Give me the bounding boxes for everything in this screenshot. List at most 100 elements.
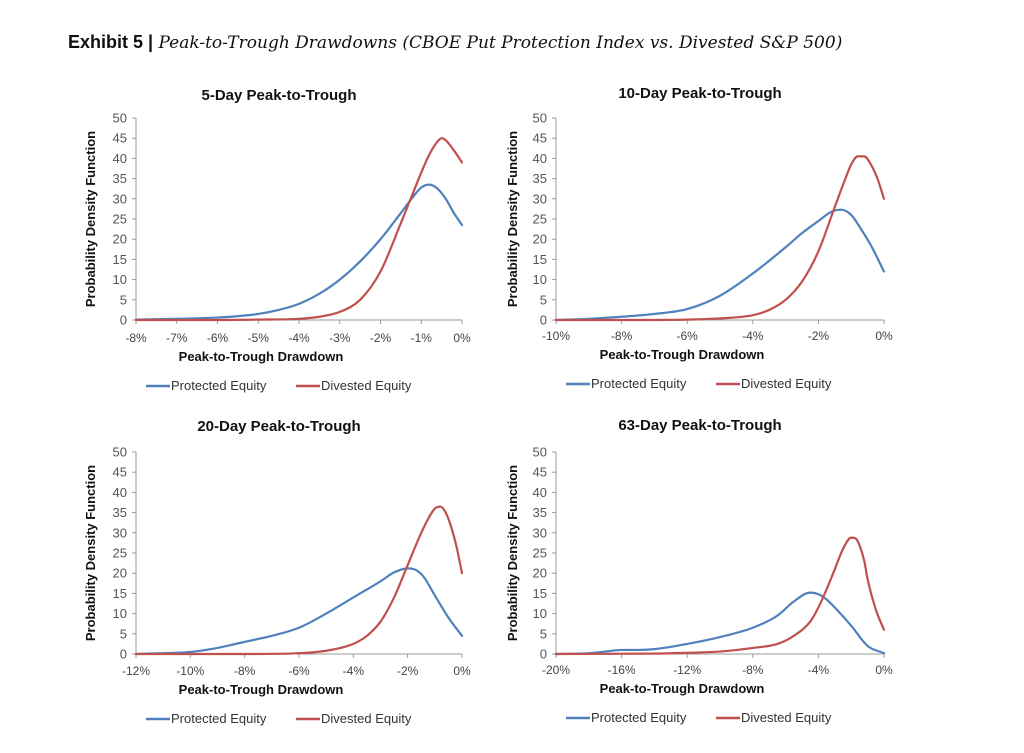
series-line-protected-equity: [134, 183, 464, 321]
series-line-protected-equity: [554, 208, 886, 322]
x-tick-label: 0%: [453, 664, 471, 678]
chart-title: 63-Day Peak-to-Trough: [618, 417, 781, 434]
x-tick-label: -12%: [673, 663, 701, 677]
x-tick-label: -10%: [542, 329, 570, 343]
legend-label: Divested Equity: [321, 711, 412, 726]
y-tick-label: 30: [533, 191, 547, 206]
x-tick-label: -5%: [248, 331, 270, 345]
series-line-divested-equity: [134, 505, 464, 656]
y-tick-label: 5: [540, 626, 547, 641]
x-tick-label: -1%: [411, 331, 433, 345]
x-tick-label: -6%: [207, 331, 229, 345]
y-tick-label: 50: [113, 111, 127, 126]
x-tick-label: -2%: [808, 329, 830, 343]
y-tick-label: 50: [533, 445, 547, 460]
y-tick-label: 0: [120, 313, 127, 328]
exhibit-text: Peak-to-Trough Drawdowns (CBOE Put Prote…: [158, 33, 843, 53]
x-tick-label: -6%: [288, 664, 310, 678]
x-tick-label: -8%: [234, 664, 256, 678]
y-tick-label: 10: [113, 272, 127, 287]
x-tick-label: -8%: [742, 663, 764, 677]
x-tick-label: -4%: [343, 664, 365, 678]
y-axis-title: Probability Density Function: [505, 131, 520, 307]
y-tick-label: 15: [113, 586, 127, 601]
y-tick-label: 10: [113, 606, 127, 621]
x-tick-label: -6%: [677, 329, 699, 343]
y-tick-label: 30: [113, 525, 127, 540]
y-tick-label: 5: [540, 292, 547, 307]
y-tick-label: 35: [113, 505, 127, 520]
y-tick-label: 10: [533, 272, 547, 287]
y-axis-title: Probability Density Function: [83, 131, 98, 307]
y-tick-label: 25: [533, 546, 547, 561]
legend-label: Protected Equity: [171, 378, 267, 393]
y-tick-label: 5: [120, 292, 127, 307]
x-tick-label: 0%: [453, 331, 471, 345]
y-tick-label: 25: [533, 212, 547, 227]
exhibit-title: Exhibit 5 | Peak-to-Trough Drawdowns (CB…: [68, 32, 842, 53]
legend-label: Protected Equity: [591, 710, 687, 725]
series-line-protected-equity: [134, 567, 464, 656]
series-line-divested-equity: [134, 137, 464, 322]
y-tick-label: 40: [113, 485, 127, 500]
y-axis-title: Probability Density Function: [505, 465, 520, 641]
legend-label: Divested Equity: [321, 378, 412, 393]
y-tick-label: 45: [113, 465, 127, 480]
y-tick-label: 20: [113, 232, 127, 247]
y-tick-label: 50: [113, 445, 127, 460]
x-tick-label: -8%: [125, 331, 147, 345]
x-tick-label: -4%: [808, 663, 830, 677]
y-tick-label: 35: [533, 505, 547, 520]
y-tick-label: 25: [113, 546, 127, 561]
y-tick-label: 35: [533, 171, 547, 186]
x-axis-title: Peak-to-Trough Drawdown: [600, 681, 765, 696]
y-tick-label: 20: [533, 566, 547, 581]
y-tick-label: 15: [533, 586, 547, 601]
x-axis-title: Peak-to-Trough Drawdown: [179, 349, 344, 364]
x-tick-label: -2%: [397, 664, 419, 678]
x-tick-label: -4%: [288, 331, 310, 345]
y-tick-label: 0: [120, 647, 127, 662]
x-tick-label: -20%: [542, 663, 570, 677]
x-tick-label: 0%: [875, 663, 893, 677]
y-tick-label: 15: [113, 252, 127, 267]
y-tick-label: 20: [113, 566, 127, 581]
y-tick-label: 0: [540, 313, 547, 328]
legend-label: Protected Equity: [171, 711, 267, 726]
x-tick-label: -2%: [370, 331, 392, 345]
series-line-divested-equity: [554, 536, 886, 656]
y-tick-label: 15: [533, 252, 547, 267]
chart-title: 20-Day Peak-to-Trough: [197, 418, 360, 435]
legend-label: Protected Equity: [591, 376, 687, 391]
exhibit-label: Exhibit 5 |: [68, 32, 154, 52]
x-tick-label: -3%: [329, 331, 351, 345]
y-tick-label: 45: [533, 131, 547, 146]
y-tick-label: 40: [533, 485, 547, 500]
x-tick-label: -16%: [608, 663, 636, 677]
y-tick-label: 45: [113, 131, 127, 146]
x-axis-title: Peak-to-Trough Drawdown: [600, 347, 765, 362]
y-tick-label: 50: [533, 111, 547, 126]
x-tick-label: -12%: [122, 664, 150, 678]
y-tick-label: 10: [533, 606, 547, 621]
x-tick-label: -4%: [742, 329, 764, 343]
chart-title: 5-Day Peak-to-Trough: [201, 87, 356, 104]
legend-label: Divested Equity: [741, 710, 832, 725]
y-tick-label: 40: [113, 151, 127, 166]
series-line-divested-equity: [554, 155, 886, 322]
y-tick-label: 0: [540, 647, 547, 662]
legend-label: Divested Equity: [741, 376, 832, 391]
y-tick-label: 35: [113, 171, 127, 186]
series-line-protected-equity: [554, 591, 886, 656]
y-tick-label: 40: [533, 151, 547, 166]
x-tick-label: -7%: [166, 331, 188, 345]
y-tick-label: 5: [120, 626, 127, 641]
x-tick-label: -8%: [611, 329, 633, 343]
chart-title: 10-Day Peak-to-Trough: [618, 85, 781, 102]
x-tick-label: 0%: [875, 329, 893, 343]
y-axis-title: Probability Density Function: [83, 465, 98, 641]
